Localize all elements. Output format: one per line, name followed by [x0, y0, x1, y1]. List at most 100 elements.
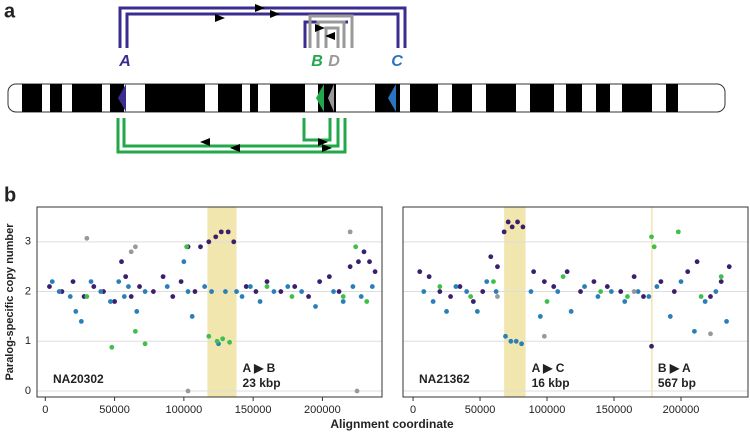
- point: [555, 289, 561, 294]
- x-tick-label: 0: [410, 404, 416, 416]
- point: [220, 336, 226, 342]
- point: [531, 269, 537, 275]
- point: [192, 289, 198, 294]
- point: [150, 289, 156, 294]
- point: [206, 333, 212, 339]
- point: [84, 294, 90, 299]
- y-axis-label: Paralog-specific copy number: [4, 223, 16, 381]
- point: [654, 284, 660, 289]
- point: [604, 284, 610, 289]
- point: [247, 284, 253, 289]
- point: [622, 299, 628, 304]
- point: [289, 294, 295, 299]
- panel-letter: a: [4, 0, 16, 22]
- point: [468, 294, 474, 299]
- sample-label: NA21362: [419, 372, 470, 386]
- point: [56, 289, 62, 294]
- paralog-label: A: [118, 53, 131, 70]
- sample-label: NA20302: [53, 372, 104, 386]
- point: [356, 259, 361, 265]
- point: [541, 279, 547, 285]
- point: [649, 343, 654, 349]
- point: [591, 279, 597, 285]
- point: [426, 274, 432, 280]
- point: [437, 284, 443, 289]
- x-tick-label: 150000: [235, 404, 272, 416]
- point: [708, 331, 713, 337]
- point: [649, 234, 654, 240]
- point: [718, 279, 724, 285]
- point: [126, 284, 131, 289]
- point: [444, 309, 449, 314]
- point: [474, 309, 480, 314]
- point: [582, 284, 587, 289]
- annotation: 567 bp: [658, 376, 696, 390]
- point: [198, 244, 203, 250]
- point: [430, 299, 436, 304]
- annotation: 23 kbp: [243, 376, 281, 390]
- point: [464, 289, 470, 294]
- point: [116, 279, 122, 285]
- x-tick-label: 50000: [99, 404, 130, 416]
- point: [457, 284, 463, 289]
- x-tick-label: 100000: [529, 404, 566, 416]
- annotation: B ▶ A: [658, 361, 691, 375]
- point: [598, 289, 604, 294]
- point: [618, 289, 624, 294]
- point: [185, 388, 191, 394]
- point: [257, 299, 263, 304]
- point: [347, 229, 353, 235]
- annotation: 16 kbp: [532, 376, 570, 390]
- point: [367, 259, 372, 265]
- point: [491, 279, 496, 285]
- point: [544, 299, 550, 304]
- point: [91, 284, 97, 289]
- point: [495, 264, 500, 270]
- point: [519, 341, 524, 347]
- point: [271, 289, 277, 294]
- point: [331, 289, 336, 294]
- point: [218, 229, 224, 235]
- point: [608, 289, 614, 294]
- point: [726, 264, 732, 270]
- point: [509, 224, 515, 230]
- point: [340, 294, 346, 299]
- point: [47, 284, 52, 289]
- point: [698, 294, 704, 299]
- point: [508, 338, 514, 344]
- point: [213, 234, 219, 240]
- plot-frame: [402, 206, 749, 398]
- point: [448, 294, 453, 299]
- x-tick-label: 0: [42, 404, 48, 416]
- point: [119, 259, 124, 265]
- paralog-label: B: [311, 53, 323, 70]
- point: [505, 219, 511, 225]
- point: [112, 299, 117, 304]
- point: [78, 318, 84, 324]
- point: [137, 284, 142, 289]
- point: [515, 219, 520, 225]
- highlight: [504, 207, 526, 397]
- point: [495, 294, 500, 299]
- point: [184, 244, 190, 250]
- point: [142, 341, 148, 347]
- y-tick-label: 1: [25, 335, 31, 347]
- point: [164, 284, 170, 289]
- paralog-label: C: [391, 53, 403, 70]
- point: [671, 289, 677, 294]
- point: [417, 269, 423, 275]
- point: [658, 279, 664, 285]
- point: [70, 279, 76, 285]
- point: [631, 289, 637, 294]
- point: [635, 289, 641, 294]
- point: [678, 279, 684, 285]
- point: [264, 279, 270, 285]
- point: [369, 284, 375, 289]
- point: [718, 274, 724, 280]
- point: [453, 284, 459, 289]
- point: [595, 294, 601, 299]
- point: [694, 259, 700, 265]
- point: [189, 314, 195, 319]
- point: [641, 294, 646, 299]
